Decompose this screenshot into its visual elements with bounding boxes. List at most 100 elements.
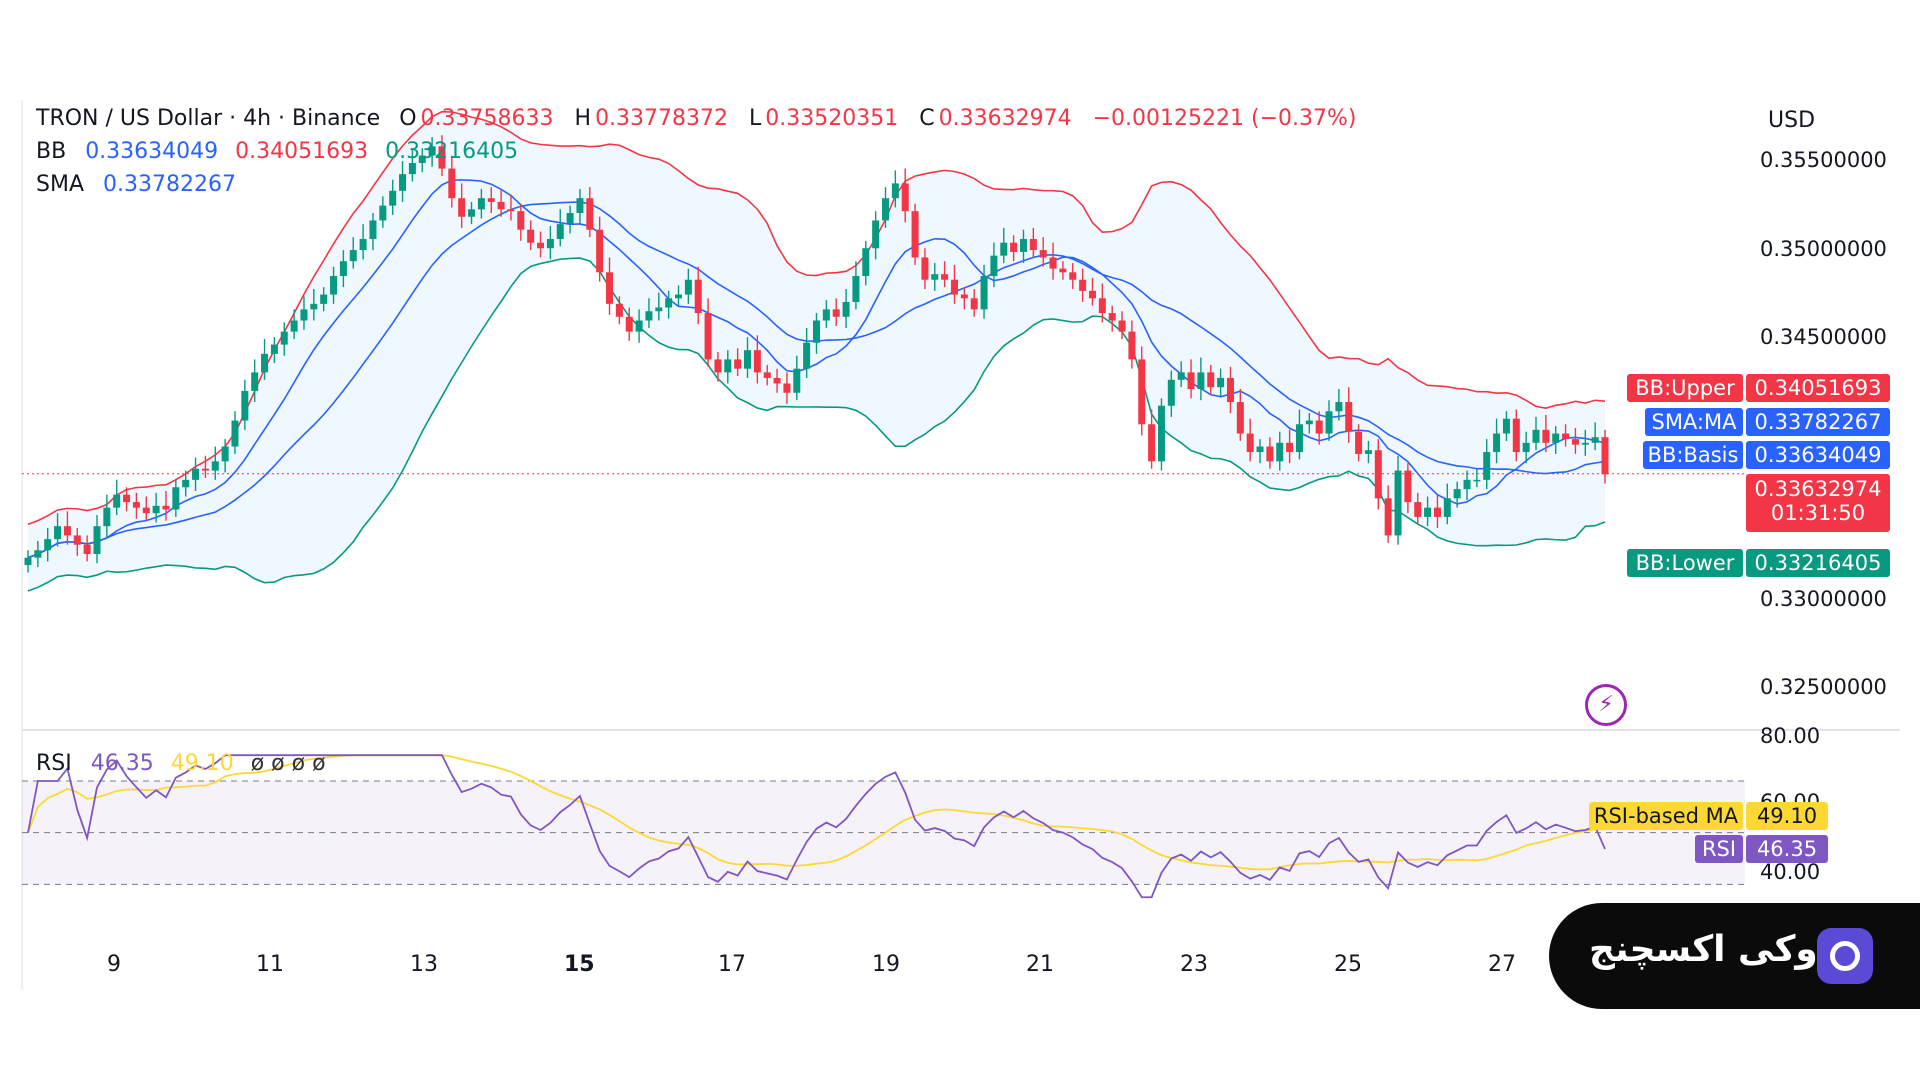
candle-body [881, 198, 889, 221]
candle-body [950, 279, 958, 295]
candle-body [675, 294, 683, 299]
candle-body [261, 353, 269, 373]
candle-body [753, 350, 761, 373]
candle-body [349, 250, 357, 262]
candle-body [1364, 450, 1372, 454]
candle-body [300, 309, 308, 321]
candle-body [63, 526, 71, 536]
candle-body [1463, 479, 1471, 490]
candle-body [862, 248, 870, 277]
candle-body [1571, 439, 1579, 445]
bb-basis-tag: BB:Basis [1643, 441, 1743, 469]
low-value: 0.33520351 [765, 106, 899, 131]
rsi-tick: 80.00 [1760, 724, 1821, 748]
rsi-tag: RSI [1695, 835, 1743, 863]
rsi-line [27, 754, 1606, 899]
candle-body [1601, 437, 1609, 475]
candle-body [1562, 433, 1570, 440]
symbol-title: TRON / US Dollar · 4h · Binance [36, 106, 381, 131]
candle-body [408, 163, 416, 175]
candle-body [1345, 402, 1353, 432]
candle-body [152, 505, 160, 514]
lightning-icon[interactable]: ⚡ [1585, 684, 1627, 726]
candle-body [182, 479, 190, 488]
x-axis-tick: 17 [718, 952, 746, 977]
bb-lower-price: 0.33216405 [1746, 549, 1890, 577]
candle-body [556, 224, 564, 239]
open-label: O [399, 106, 417, 131]
price-tick: 0.35000000 [1760, 237, 1887, 261]
candle-body [1088, 290, 1096, 299]
bb-label: BB [36, 139, 67, 164]
candle-body [142, 507, 150, 514]
candle-body [172, 487, 180, 510]
candle-body [211, 461, 219, 471]
candle-body [891, 183, 899, 199]
candle-body [1128, 331, 1136, 360]
candle-body [1246, 433, 1254, 453]
candle-body [1207, 372, 1215, 388]
candle-body [1394, 470, 1402, 536]
candle-body [1591, 437, 1599, 443]
candle-body [477, 198, 485, 210]
candle-body [1019, 238, 1027, 252]
low-label: L [749, 106, 762, 131]
candle-body [1177, 372, 1185, 380]
candle-body [132, 502, 140, 508]
candle-body [54, 526, 62, 540]
candle-body [980, 276, 988, 310]
candle-body [93, 526, 101, 554]
sma-value: 0.33782267 [103, 172, 236, 197]
candle-body [1079, 279, 1087, 291]
high-label: H [574, 106, 592, 131]
sma-legend: SMA 0.33782267 [36, 172, 240, 197]
candle-body [1167, 379, 1175, 406]
x-axis-tick: 23 [1180, 952, 1208, 977]
x-axis-tick: 13 [410, 952, 438, 977]
brand-name: اوکی اکسچنج [1589, 929, 1831, 970]
candle-body [842, 301, 850, 317]
rsi-ma-line [27, 754, 1606, 871]
currency-label: USD [1768, 108, 1816, 133]
candle-body [1355, 431, 1363, 454]
sma-price: 0.33782267 [1746, 408, 1890, 436]
candle-body [1325, 411, 1333, 434]
candle-body [34, 550, 42, 558]
candle-body [458, 198, 466, 217]
candle-body [665, 298, 673, 308]
sma-tag: SMA:MA [1645, 408, 1743, 436]
candle-body [1552, 433, 1560, 443]
candle-body [803, 342, 811, 369]
candle-body [428, 146, 436, 156]
candle-body [1502, 418, 1510, 434]
candle-body [931, 274, 939, 280]
high-value: 0.33778372 [595, 106, 729, 131]
candle-body [1335, 402, 1343, 412]
brand-logo-icon [1817, 928, 1873, 984]
rsi-ma-tag: RSI-based MA [1589, 802, 1743, 830]
bb-upper-line [27, 110, 1606, 526]
candle-body [1374, 450, 1382, 499]
candle-body [507, 209, 515, 212]
candle-body [1000, 242, 1008, 256]
candle-body [921, 257, 929, 280]
rsi-price: 46.35 [1746, 835, 1828, 863]
candle-body [379, 205, 387, 221]
candle-body [763, 372, 771, 378]
candle-body [1522, 442, 1530, 453]
last-price: 0.33632974 [1754, 477, 1882, 501]
bb-basis-value: 0.33634049 [85, 139, 219, 164]
candle-body [872, 220, 880, 249]
rsi-extra-values: ø ø ø ø [250, 751, 326, 776]
candle-body [310, 303, 318, 310]
rsi-legend: RSI 46.35 49.10 ø ø ø ø [36, 751, 330, 776]
candle-body [576, 198, 584, 214]
candle-body [960, 294, 968, 299]
candle-body [1424, 507, 1432, 517]
candle-body [497, 201, 505, 210]
rsi-background [22, 780, 1745, 885]
candle-body [339, 261, 347, 277]
bb-lower-value: 0.33216405 [385, 139, 519, 164]
candle-body [714, 359, 722, 373]
